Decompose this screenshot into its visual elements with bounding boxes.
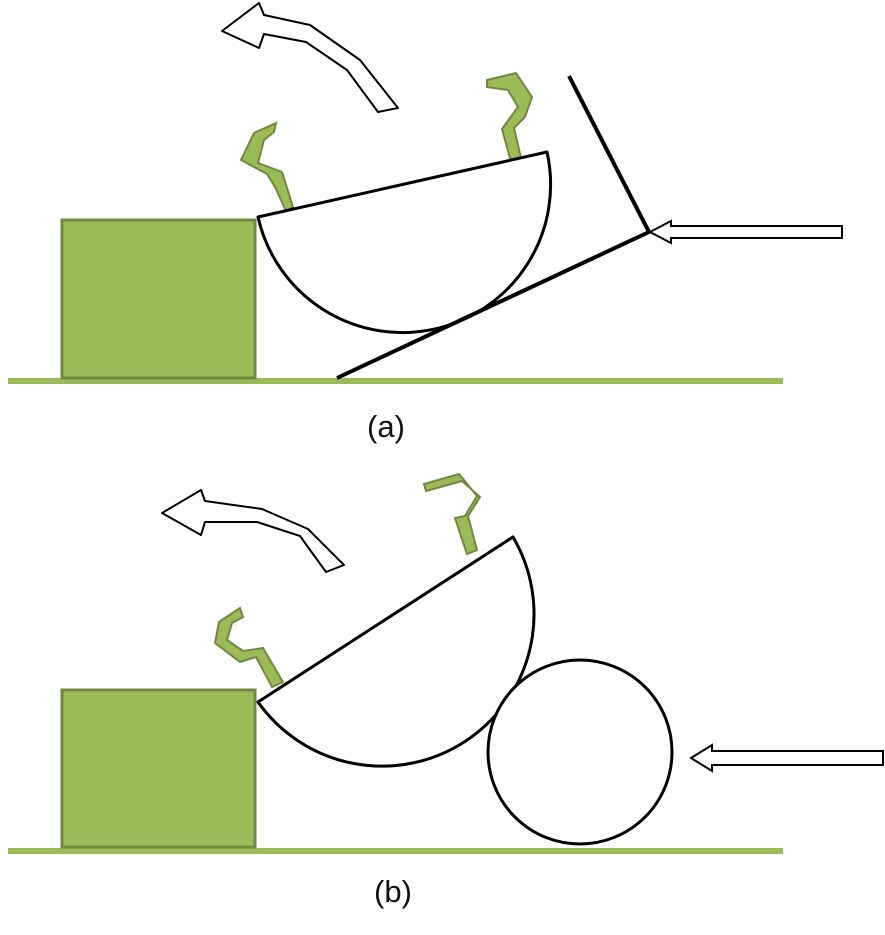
arrow-left-icon (689, 743, 884, 773)
hook-right-b (422, 472, 482, 556)
panel-a (8, 2, 843, 384)
half-disc-b (256, 535, 536, 768)
block-a (60, 218, 257, 380)
block-b (60, 688, 257, 849)
panel-label-a: (a) (367, 409, 405, 444)
curved-arrow-left-icon (221, 2, 399, 113)
hook-left-a (239, 121, 295, 213)
half-disc-a (256, 150, 553, 335)
roller-b (486, 658, 674, 846)
panel-b (8, 472, 884, 854)
arrow-left-icon (647, 219, 843, 245)
curved-arrow-left-icon (161, 489, 345, 573)
hook-right-a (486, 71, 534, 164)
panel-label-b: (b) (374, 874, 412, 909)
hook-left-b (213, 606, 285, 689)
